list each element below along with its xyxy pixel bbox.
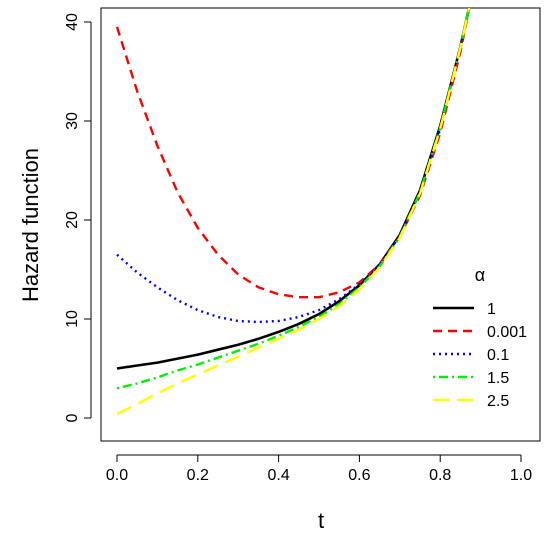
legend-label-2: 0.1: [487, 347, 509, 364]
y-tick-label: 40: [64, 13, 81, 31]
y-tick-label: 10: [64, 310, 81, 328]
legend-label-1: 0.001: [487, 324, 527, 341]
legend: α 1 0.001 0.1 1.5 2.5: [433, 265, 527, 410]
legend-label-3: 1.5: [487, 370, 509, 387]
x-tick-label: 0.6: [348, 467, 370, 484]
x-tick-label: 0.0: [106, 467, 128, 484]
y-axis: 0 10 20 30 40: [64, 13, 92, 422]
series-line-1: [115, 8, 471, 299]
series-line-0: [116, 8, 471, 370]
x-tick-label: 0.4: [267, 467, 289, 484]
series-lines: [115, 8, 471, 416]
series-line-4: [116, 8, 471, 416]
plot-frame: [100, 7, 541, 442]
series-line-2: [116, 8, 471, 324]
x-tick-label: 0.2: [187, 467, 209, 484]
x-axis: 0.0 0.2 0.4 0.6 0.8 1.0: [106, 454, 532, 484]
x-tick-label: 0.8: [429, 467, 451, 484]
y-tick-label: 0: [64, 413, 81, 422]
legend-title: α: [475, 265, 485, 285]
series-line-3: [116, 8, 471, 390]
legend-label-4: 2.5: [487, 393, 509, 410]
x-axis-title: t: [318, 508, 324, 533]
y-tick-label: 30: [64, 112, 81, 130]
legend-label-0: 1: [487, 301, 496, 318]
y-axis-title: Hazard function: [18, 148, 43, 302]
y-tick-label: 20: [64, 211, 81, 229]
x-tick-label: 1.0: [510, 467, 532, 484]
